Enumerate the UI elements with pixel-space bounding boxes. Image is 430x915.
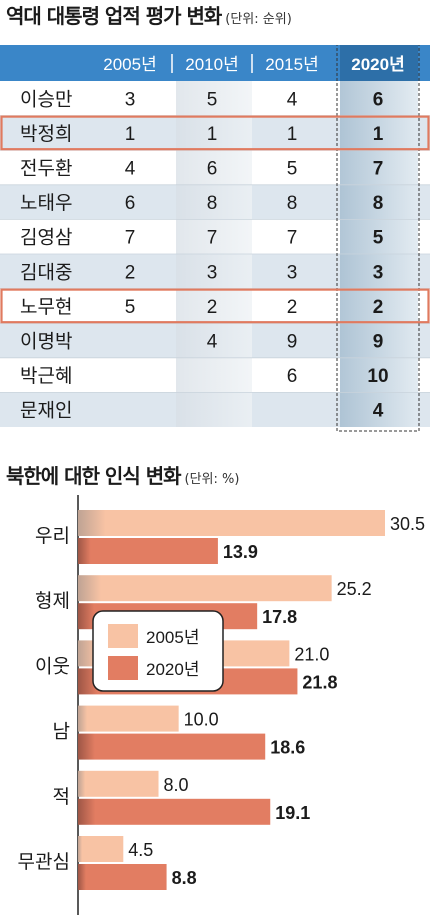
- rank-value: 7: [373, 159, 384, 180]
- value-label: 13.9: [223, 542, 258, 562]
- rank-value: 3: [207, 262, 218, 283]
- legend-swatch: [108, 624, 138, 648]
- legend-swatch: [108, 656, 138, 680]
- value-label: 30.5: [390, 514, 425, 534]
- value-label: 21.0: [294, 644, 329, 664]
- category-label: 남: [53, 721, 70, 743]
- rank-value: 5: [207, 89, 218, 110]
- value-label: 18.6: [270, 738, 305, 758]
- value-label: 19.1: [275, 803, 310, 823]
- row-name: 노무현: [20, 296, 72, 318]
- column-header: 2015년: [265, 55, 318, 74]
- rank-value: 2: [287, 297, 298, 318]
- category-label: 적: [53, 786, 70, 808]
- rank-value: 4: [125, 159, 136, 180]
- rank-value: 7: [287, 228, 298, 249]
- rank-value: 4: [207, 332, 218, 353]
- rank-value: 6: [125, 193, 136, 214]
- rank-value: 5: [125, 297, 136, 318]
- row-name: 박근혜: [20, 365, 72, 387]
- value-label: 17.8: [262, 607, 297, 627]
- category-label: 형제: [35, 590, 70, 612]
- rank-value: 6: [287, 366, 298, 387]
- row-name: 이명박: [20, 331, 72, 353]
- row-name: 김대중: [20, 261, 72, 283]
- rank-value: 10: [367, 366, 388, 387]
- rank-value: 1: [287, 124, 298, 145]
- rank-value: 5: [287, 159, 298, 180]
- rank-value: 2: [373, 297, 384, 318]
- col2020-dashed-box: [336, 45, 420, 432]
- legend-label: 2020년: [146, 660, 199, 679]
- category-label: 이웃: [35, 655, 70, 677]
- value-label: 4.5: [128, 840, 153, 860]
- rank-value: 6: [207, 159, 218, 180]
- column-header: 2020년: [351, 55, 404, 74]
- category-label: 우리: [35, 525, 70, 547]
- rank-value: 8: [287, 193, 298, 214]
- chart-unit: (단위: %): [184, 472, 240, 487]
- rank-value: 9: [373, 332, 384, 353]
- rank-value: 1: [125, 124, 136, 145]
- legend: 2005년 2020년: [92, 610, 224, 692]
- table-title-text: 역대 대통령 업적 평가 변화: [6, 4, 222, 28]
- rank-value: 2: [207, 297, 218, 318]
- rank-value: 6: [373, 89, 384, 110]
- row-name: 박정희: [20, 123, 72, 145]
- column-header: 2005년: [103, 55, 156, 74]
- rank-value: 2: [125, 262, 136, 283]
- value-label: 8.0: [164, 775, 189, 795]
- bar-2020: [78, 538, 218, 564]
- row-name: 노태우: [20, 192, 72, 214]
- bar-2005: [78, 770, 159, 797]
- table-unit: (단위: 순위): [225, 12, 292, 27]
- bar-2020: [78, 798, 271, 825]
- bar-2005: [78, 705, 179, 732]
- row-name: 문재인: [20, 400, 72, 422]
- value-label: 10.0: [184, 710, 219, 730]
- rank-value: 1: [207, 124, 218, 145]
- bar-2005: [78, 836, 124, 862]
- rank-value: 9: [287, 332, 298, 353]
- rank-value: 4: [373, 401, 384, 422]
- bar-2005: [78, 510, 385, 536]
- column-header: 2010년: [185, 55, 238, 74]
- bar-2020: [78, 864, 167, 890]
- chart-title: 북한에 대한 인식 변화 (단위: %): [6, 460, 239, 489]
- row-name: 전두환: [20, 158, 72, 180]
- highlight-border: [0, 288, 430, 324]
- rank-value: 8: [207, 193, 218, 214]
- header-2020-bg: [340, 45, 418, 81]
- rank-value: 3: [373, 262, 384, 283]
- legend-label: 2005년: [146, 628, 199, 647]
- rank-value: 4: [287, 89, 298, 110]
- bar-2005: [78, 575, 332, 602]
- chart-title-text: 북한에 대한 인식 변화: [6, 464, 181, 488]
- table-title: 역대 대통령 업적 평가 변화 (단위: 순위): [6, 0, 292, 29]
- rank-value: 8: [373, 193, 384, 214]
- rank-value: 7: [125, 228, 136, 249]
- bar-2020: [78, 733, 266, 760]
- rank-value: 3: [287, 262, 298, 283]
- rank-value: 3: [125, 89, 136, 110]
- row-name: 이승만: [20, 88, 72, 110]
- rank-value: 5: [373, 228, 384, 249]
- row-name: 김영삼: [20, 227, 72, 249]
- rank-value: 1: [373, 124, 384, 145]
- highlight-border: [0, 115, 430, 151]
- category-label: 무관심: [18, 851, 70, 873]
- value-label: 25.2: [337, 579, 372, 599]
- value-label: 21.8: [302, 672, 337, 692]
- rank-value: 7: [207, 228, 218, 249]
- value-label: 8.8: [172, 868, 197, 888]
- perception-bar-chart: 우리 30.5 13.9 형제 25.2 17.8 이웃 21.0 21.8 남 10.0 18.6 적…: [18, 495, 425, 915]
